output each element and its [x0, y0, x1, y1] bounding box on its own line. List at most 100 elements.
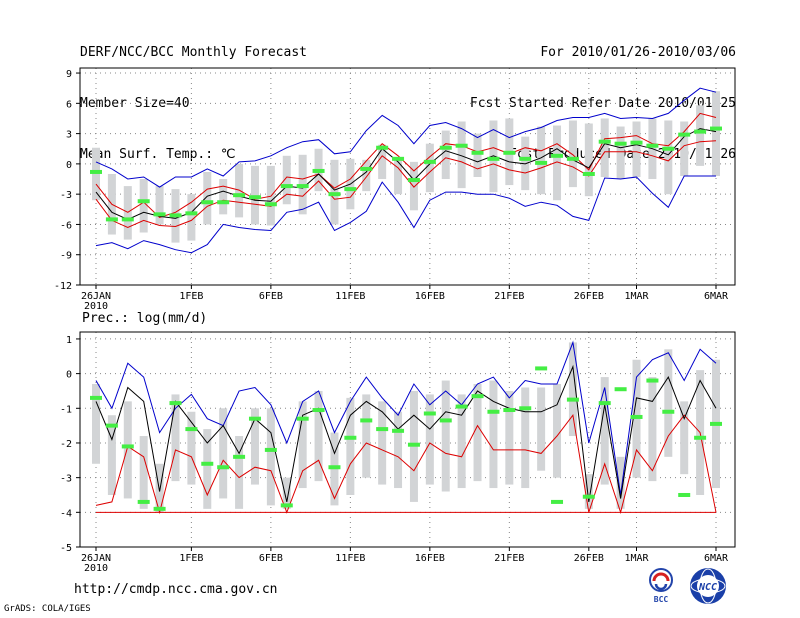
ensemble-box	[489, 380, 498, 489]
x-tick-label: 1FEB	[179, 291, 203, 302]
median-marker	[296, 416, 309, 421]
x-tick-label: 26FEB	[574, 291, 604, 302]
ncc-logo-text: NCC	[698, 582, 717, 593]
bcc-logo: BCC	[649, 568, 673, 604]
median-marker	[407, 442, 420, 447]
median-marker	[280, 503, 293, 508]
median-marker	[471, 394, 484, 399]
temperature-panel: 9 6 3 0 -3 -6 -9 -12 26JAN 1FEB 6FEB 11FEB 16FEB 21FE…	[54, 67, 736, 326]
ensemble-box	[314, 390, 323, 482]
median-marker	[217, 200, 230, 205]
median-marker	[217, 465, 230, 470]
source-url[interactable]: http://cmdp.ncc.cma.gov.cn	[74, 582, 278, 597]
ensemble-box	[250, 165, 259, 225]
ensemble-box	[139, 179, 148, 233]
y-tick-label: 0	[66, 160, 72, 171]
ensemble-box	[457, 121, 466, 189]
x-tick-label: 11FEB	[335, 291, 365, 302]
median-marker	[392, 428, 405, 433]
bcc-logo-text: BCC	[654, 595, 669, 604]
max-line	[95, 87, 717, 188]
lower-line	[95, 140, 717, 229]
ensemble-box	[362, 159, 371, 192]
median-marker	[598, 401, 611, 406]
ensemble-box	[203, 429, 212, 509]
median-marker	[487, 156, 500, 161]
ensemble-box	[92, 147, 100, 201]
median-marker	[296, 184, 309, 189]
x-tick-label: 21FEB	[494, 553, 524, 564]
ensemble-box	[330, 159, 339, 225]
mean-line	[95, 128, 717, 220]
ensemble-box	[235, 436, 244, 509]
median-marker	[201, 200, 214, 205]
median-marker	[582, 171, 595, 176]
x-tick-label: 21FEB	[494, 291, 524, 302]
median-marker	[614, 141, 627, 146]
median-marker	[678, 492, 691, 497]
x-tick-label: 6FEB	[259, 553, 283, 564]
median-marker	[662, 409, 675, 414]
x-tick-label: 1FEB	[179, 553, 203, 564]
median-marker	[614, 387, 627, 392]
mean-line	[95, 364, 717, 503]
ensemble-box	[394, 411, 403, 489]
median-marker	[328, 465, 341, 470]
ensemble-box	[457, 394, 466, 489]
median-marker	[105, 423, 118, 428]
y-tick-label: 0	[66, 370, 72, 381]
x-tick-label: 26JAN	[81, 291, 111, 302]
ensemble-box	[616, 456, 625, 509]
y-tick-label: 1	[66, 335, 72, 346]
ensemble-box	[600, 377, 609, 485]
ensemble-box	[521, 387, 530, 489]
x-tick-label: 11FEB	[335, 553, 365, 564]
header-left: DERF/NCC/BCC Monthly Forecast Member Siz…	[80, 10, 307, 180]
median-marker	[662, 146, 675, 151]
ensemble-box	[680, 121, 689, 176]
median-marker	[487, 409, 500, 414]
median-marker	[503, 150, 516, 155]
ensemble-box	[394, 157, 403, 195]
y-tick-label: -4	[60, 508, 72, 519]
ensemble-box	[425, 143, 434, 193]
median-marker	[360, 166, 373, 171]
y-tick-label: -2	[60, 439, 72, 450]
upper-line	[95, 112, 717, 218]
median-marker	[90, 169, 102, 174]
median-marker	[455, 404, 468, 409]
y-tick-label: -5	[60, 543, 72, 554]
median-marker	[137, 499, 150, 504]
ensemble-box	[553, 125, 562, 201]
y-tick-label: -1	[60, 404, 72, 415]
y-tick-label: 9	[66, 69, 72, 80]
ensemble-box	[378, 144, 387, 180]
median-marker	[423, 411, 436, 416]
ensemble-box	[553, 384, 562, 478]
median-marker	[121, 444, 134, 449]
ensemble-box	[616, 126, 625, 180]
y-tick-label: -3	[60, 190, 72, 201]
member-size: Member Size=40	[80, 96, 190, 111]
median-marker	[646, 378, 659, 383]
forecast-title: DERF/NCC/BCC Monthly Forecast	[80, 45, 307, 60]
ensemble-box	[632, 121, 641, 178]
ensemble-box	[378, 401, 387, 485]
median-marker	[344, 187, 357, 192]
median-marker	[566, 156, 579, 161]
ensemble-box	[568, 120, 577, 188]
median-marker	[312, 408, 325, 413]
ensemble-box	[266, 408, 275, 506]
ensemble-box	[648, 377, 657, 482]
median-marker	[185, 427, 198, 432]
median-marker	[137, 199, 150, 204]
precip-panel-title: Prec.: log(mm/d)	[82, 311, 207, 326]
plot-frame	[79, 67, 736, 286]
median-marker	[503, 408, 516, 413]
median-marker	[471, 150, 484, 155]
y-tick-label: 3	[66, 130, 72, 141]
x-tick-label: 1MAR	[624, 291, 649, 302]
ensemble-box	[441, 130, 450, 180]
ensemble-box	[473, 384, 482, 482]
median-marker	[551, 153, 564, 158]
